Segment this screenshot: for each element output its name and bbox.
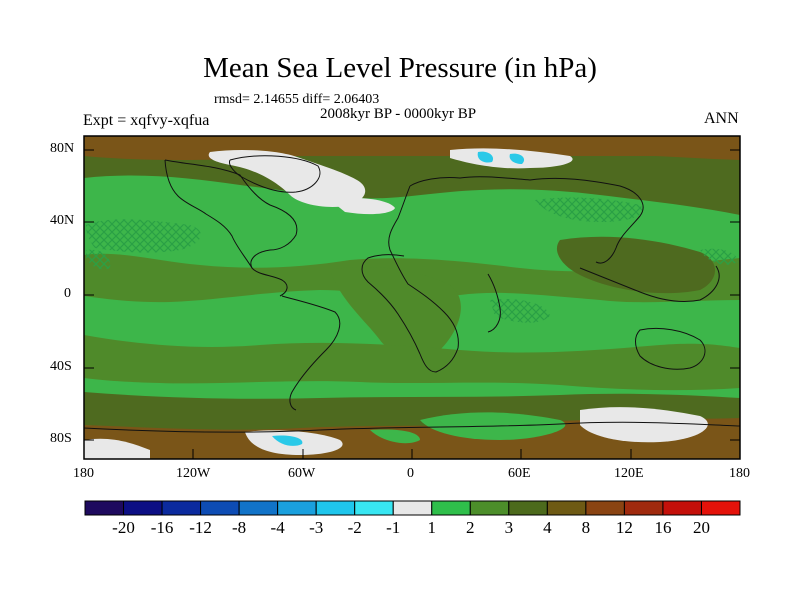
colorbar-box	[123, 500, 163, 516]
colorbar-label: -4	[270, 518, 285, 537]
colorbar-label: -1	[386, 518, 401, 537]
lat-ticks	[84, 149, 740, 441]
colorbar-box	[662, 500, 702, 516]
experiment-label: Expt = xqfvy-xqfua	[83, 112, 210, 129]
colorbar-box	[546, 500, 587, 516]
pressure-field	[84, 136, 740, 459]
lon-label-60e: 60E	[508, 466, 531, 481]
colorbar-box	[161, 500, 202, 516]
coastlines	[84, 155, 740, 433]
lat-label-40s: 40S	[50, 359, 72, 374]
colorbar-box	[238, 500, 279, 516]
map-title: Mean Sea Level Pressure (in hPa)	[203, 52, 597, 84]
lon-label-60w: 60W	[288, 466, 316, 481]
colorbar-box	[84, 500, 125, 516]
colorbar-label: 8	[581, 518, 591, 537]
colorbar-box	[354, 500, 394, 516]
colorbar-label: 2	[466, 518, 475, 537]
colorbar-label: 16	[654, 518, 672, 537]
stats-text: rmsd= 2.14655 diff= 2.06403	[214, 92, 380, 107]
colorbar-box	[315, 500, 356, 516]
colorbar-box	[700, 500, 741, 516]
colorbar-box	[469, 500, 510, 516]
colorbar-box	[200, 500, 240, 516]
season-label: ANN	[704, 110, 739, 127]
colorbar-label: -8	[232, 518, 247, 537]
colorbar-box	[585, 500, 625, 516]
lon-label-120e: 120E	[614, 466, 644, 481]
colorbar-label: -3	[309, 518, 324, 537]
lon-label-180w: 180	[73, 466, 94, 481]
lon-label-0: 0	[407, 466, 414, 481]
colorbar-label: 12	[615, 518, 633, 537]
colorbar-label: 1	[427, 518, 437, 537]
lat-label-0: 0	[64, 286, 71, 301]
colorbar-box	[277, 500, 317, 516]
colorbar-box	[392, 500, 433, 516]
colorbar-label: 3	[504, 518, 514, 537]
colorbar-box	[508, 500, 548, 516]
colorbar-label: -12	[189, 518, 212, 537]
colorbar-box	[623, 500, 664, 516]
lat-label-80s: 80S	[50, 431, 72, 446]
colorbar-label: 20	[692, 518, 710, 537]
colorbar-label: 4	[543, 518, 552, 537]
colorbar-label: -20	[112, 518, 135, 537]
lon-ticks	[83, 449, 741, 459]
colorbar	[84, 500, 741, 516]
period-subtitle: 2008kyr BP - 0000kyr BP	[320, 106, 477, 122]
colorbar-label: -16	[150, 518, 174, 537]
lat-label-40n: 40N	[50, 213, 75, 228]
colorbar-label: -2	[347, 518, 362, 537]
colorbar-box	[431, 500, 471, 516]
lon-label-120w: 120W	[176, 466, 211, 481]
lat-label-80n: 80N	[50, 141, 75, 156]
lon-label-180e: 180	[729, 466, 750, 481]
